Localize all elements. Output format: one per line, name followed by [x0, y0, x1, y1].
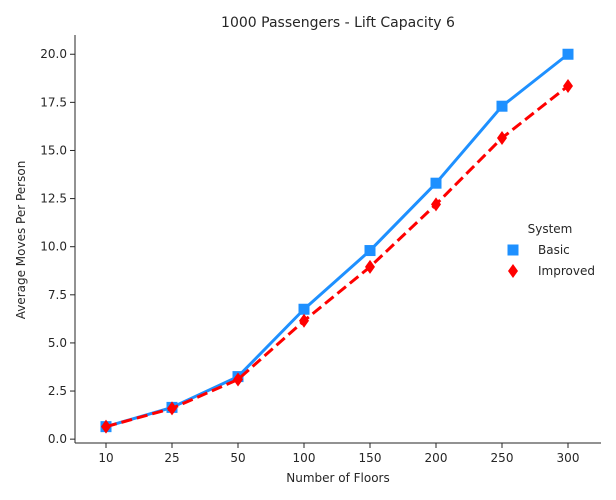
x-axis-label: Number of Floors [286, 471, 390, 485]
data-point-improved [431, 197, 441, 212]
x-tick-label: 300 [557, 451, 580, 465]
data-point-basic [562, 48, 574, 60]
data-point-improved [365, 259, 375, 274]
series-layer [100, 48, 574, 434]
data-point-improved [497, 130, 507, 145]
legend-marker-improved [508, 264, 518, 278]
axes: 0.0 2.5 5.0 7.5 10.0 12.5 15.0 17.5 20.0 10 25 50 10… [40, 35, 601, 465]
y-tick-label: 2.5 [48, 384, 67, 398]
y-tick-label: 5.0 [48, 336, 67, 350]
series-basic [100, 48, 574, 433]
series-line-improved [105, 84, 569, 429]
chart-title: 1000 Passengers - Lift Capacity 6 [221, 15, 455, 31]
y-tick-label: 0.0 [48, 432, 67, 446]
legend-title: System [528, 222, 573, 236]
x-tick-label: 150 [359, 451, 382, 465]
data-point-basic [298, 303, 310, 315]
y-tick-label: 12.5 [40, 192, 67, 206]
data-point-improved [233, 372, 243, 387]
legend-label-basic: Basic [538, 243, 570, 257]
data-point-basic [430, 177, 442, 189]
series-improved [101, 79, 573, 434]
legend: System Basic Improved [507, 222, 595, 278]
y-tick-label: 7.5 [48, 288, 67, 302]
x-tick-label: 50 [230, 451, 245, 465]
legend-label-improved: Improved [538, 264, 595, 278]
data-point-basic [364, 245, 376, 257]
data-point-improved [101, 419, 111, 434]
x-tick-label: 10 [98, 451, 113, 465]
x-tick-label: 250 [491, 451, 514, 465]
x-tick-label: 100 [293, 451, 316, 465]
x-tick-label: 25 [164, 451, 179, 465]
y-tick-label: 10.0 [40, 240, 67, 254]
x-tick-label: 200 [425, 451, 448, 465]
y-axis-label: Average Moves Per Person [14, 161, 28, 320]
y-tick-label: 15.0 [40, 143, 67, 157]
data-point-basic [496, 100, 508, 112]
data-point-improved [299, 313, 309, 328]
y-tick-label: 17.5 [40, 95, 67, 109]
data-point-improved [563, 79, 573, 93]
data-point-improved [167, 401, 177, 416]
y-tick-label: 20.0 [40, 47, 67, 61]
legend-marker-basic [507, 244, 519, 256]
